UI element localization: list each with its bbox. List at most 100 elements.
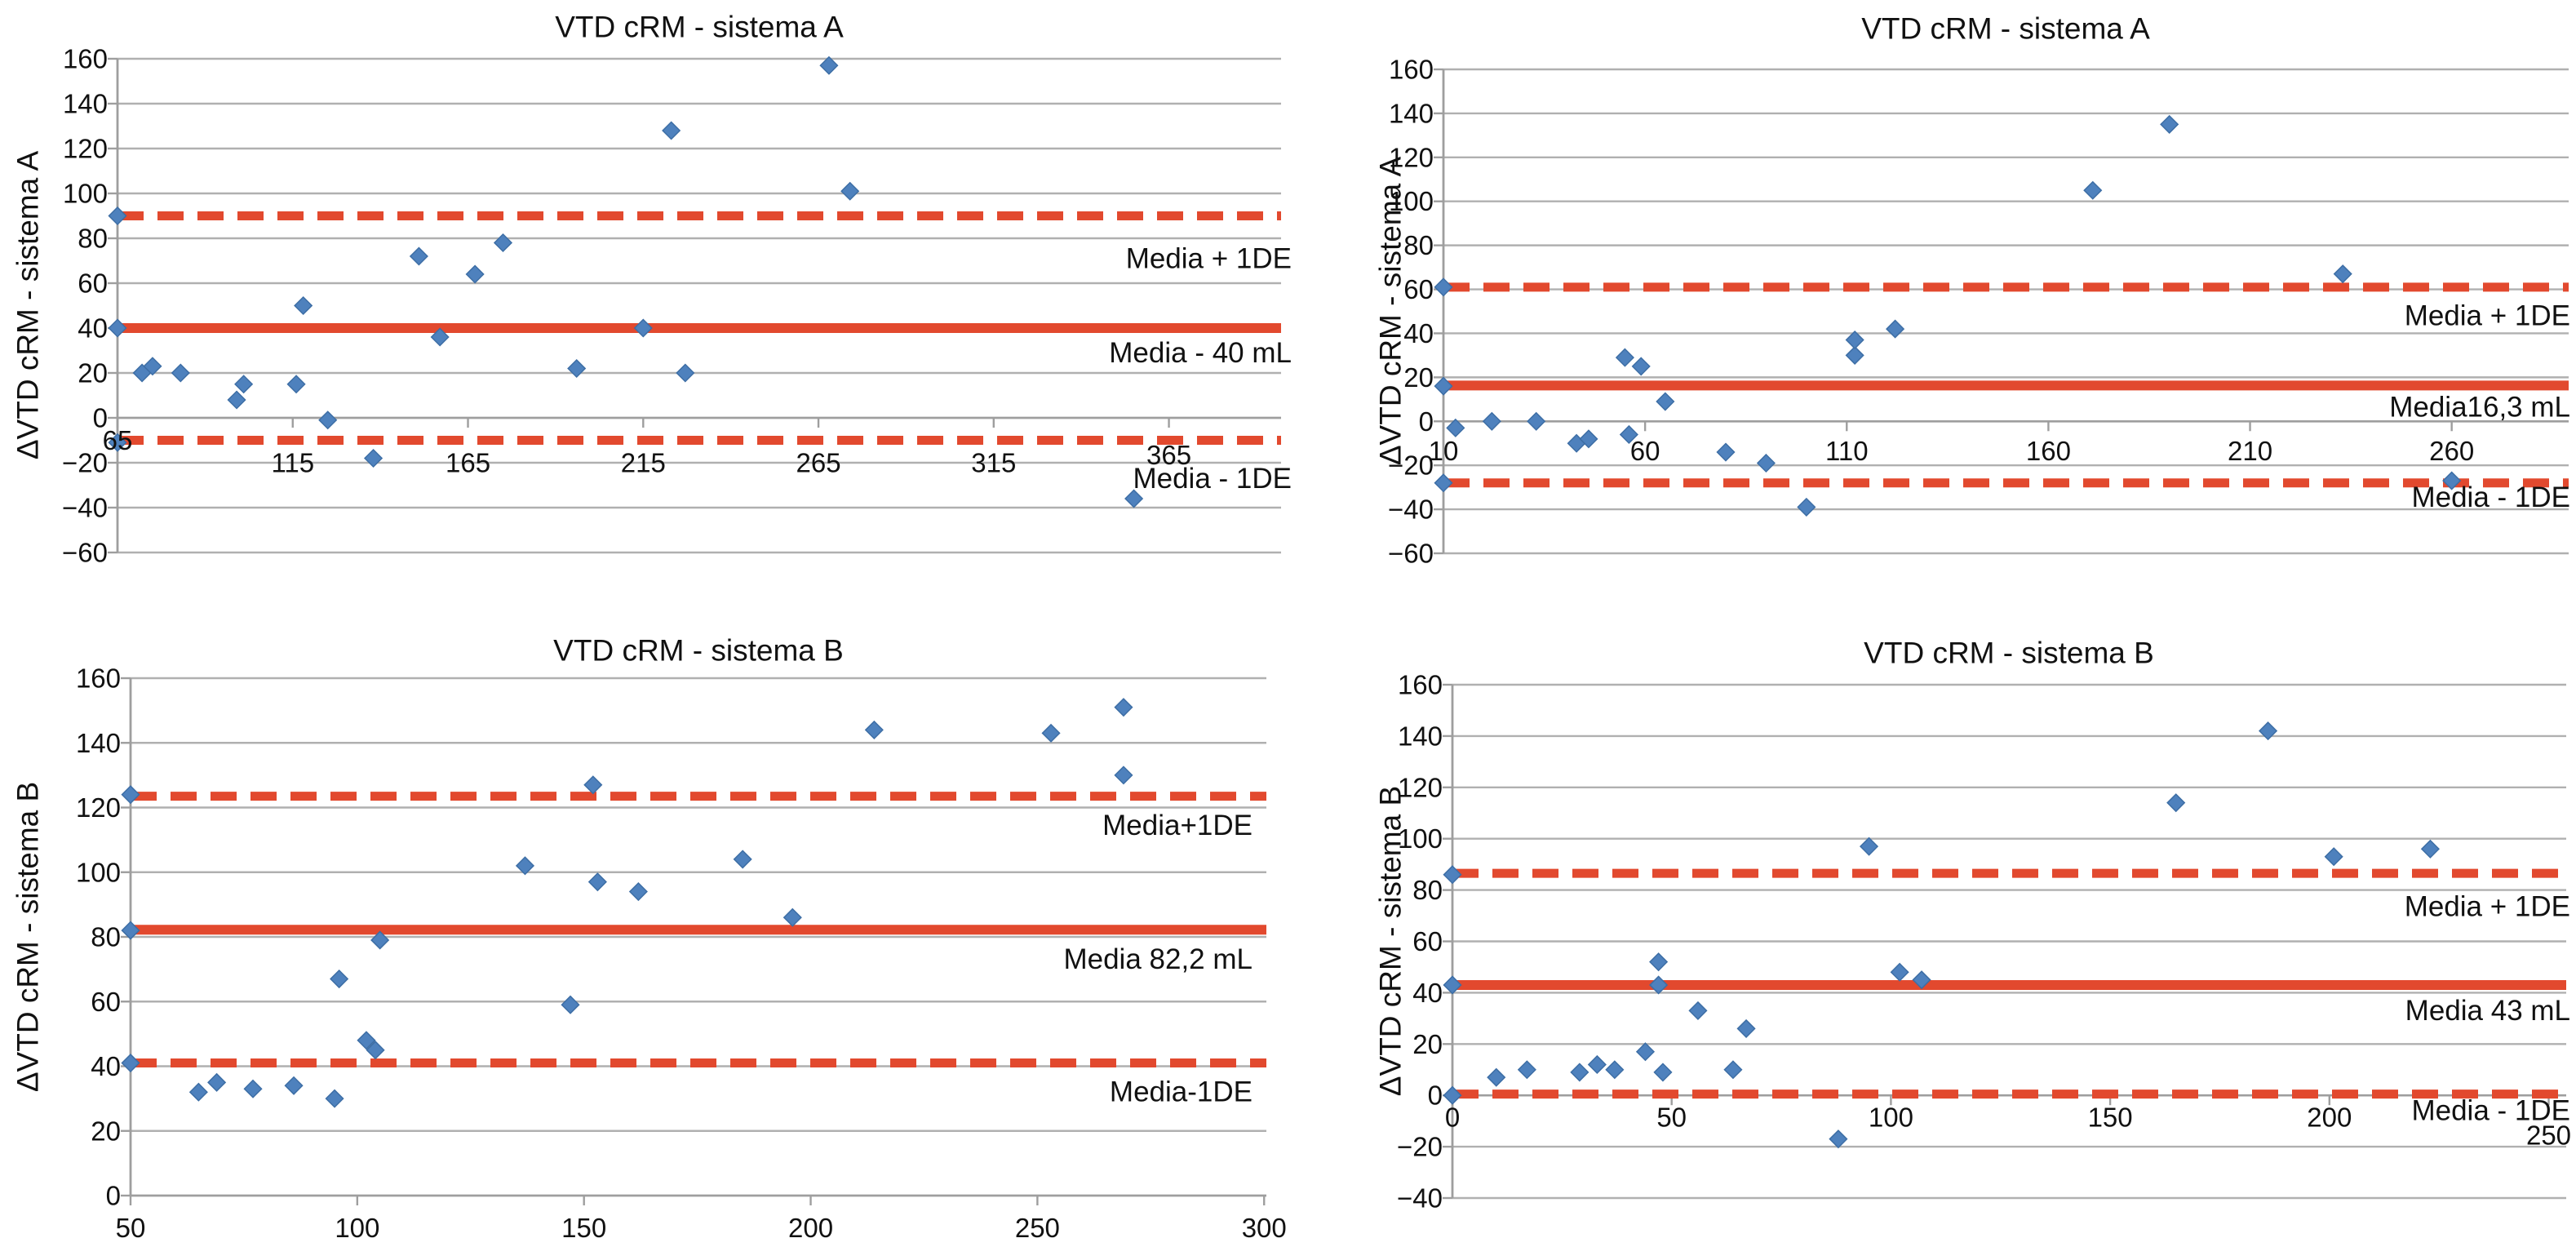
- y-tick-label: 60: [1412, 926, 1443, 956]
- y-tick-label: 140: [1398, 721, 1443, 751]
- data-point: [2166, 793, 2186, 813]
- y-tick-label: −40: [62, 493, 108, 523]
- y-tick-label: 60: [78, 268, 108, 299]
- data-point: [864, 720, 884, 739]
- y-tick-label: 140: [1389, 98, 1434, 128]
- y-tick-label: 40: [1403, 318, 1434, 348]
- y-tick-label: 160: [1398, 670, 1443, 700]
- y-tick-label: 80: [1412, 875, 1443, 905]
- data-point: [633, 318, 653, 338]
- chart-bottom-right: VTD cRM - sistema B ΔVTD cRM - sistema B −…: [1374, 637, 2572, 1214]
- data-point: [1124, 489, 1144, 508]
- x-tick-label: 50: [1656, 1102, 1687, 1132]
- x-tick-label: 300: [1242, 1213, 1287, 1243]
- data-point: [370, 930, 390, 950]
- x-tick-label: 115: [271, 448, 314, 478]
- data-point: [587, 872, 607, 892]
- y-tick-label: 20: [1412, 1029, 1443, 1059]
- data-point: [1756, 453, 1776, 473]
- data-point: [1615, 348, 1634, 367]
- data-point: [840, 181, 860, 201]
- chart-title: VTD cRM - sistema A: [555, 11, 844, 44]
- reference-line-label: Media + 1DE: [2405, 891, 2570, 923]
- y-tick-label: 120: [76, 792, 121, 823]
- data-point: [1487, 1067, 1506, 1087]
- data-point: [188, 1082, 208, 1102]
- y-tick-label: 20: [78, 358, 108, 388]
- y-tick-label: −40: [1388, 495, 1434, 525]
- x-tick-label: 215: [621, 448, 666, 478]
- chart-title: VTD cRM - sistema B: [1864, 637, 2154, 670]
- x-tick-label: 250: [1015, 1213, 1060, 1243]
- x-tick-label: 315: [971, 448, 1016, 478]
- data-point: [294, 295, 313, 316]
- data-point: [108, 318, 127, 338]
- x-tick-label: 65: [103, 425, 133, 455]
- data-point: [234, 375, 254, 394]
- data-point: [1845, 330, 1864, 350]
- y-tick-label: 100: [1398, 823, 1443, 854]
- data-point: [1631, 357, 1651, 376]
- y-tick-label: −20: [1397, 1132, 1443, 1162]
- y-tick-label: 40: [91, 1051, 121, 1081]
- x-tick-label: 165: [446, 448, 490, 478]
- data-point: [227, 390, 246, 410]
- data-point: [567, 358, 587, 379]
- reference-line-label: Media + 1DE: [2405, 300, 2570, 331]
- x-tick-label: 260: [2429, 436, 2474, 466]
- data-point: [1829, 1129, 1848, 1149]
- data-point: [1619, 424, 1638, 445]
- x-tick-label: 200: [2307, 1102, 2352, 1132]
- data-point: [2160, 114, 2179, 134]
- y-tick-label: 40: [78, 313, 108, 344]
- data-point: [1434, 473, 1453, 493]
- data-point: [1443, 975, 1462, 995]
- data-point: [2420, 839, 2440, 859]
- data-point: [1434, 376, 1453, 396]
- y-tick-label: 140: [76, 728, 121, 758]
- data-point: [2442, 471, 2462, 490]
- data-point: [143, 357, 162, 376]
- y-tick-label: 60: [91, 987, 121, 1017]
- data-point: [121, 785, 140, 805]
- y-tick-label: 20: [91, 1116, 121, 1146]
- data-point: [561, 995, 580, 1014]
- data-point: [819, 55, 839, 75]
- y-tick-label: 120: [63, 134, 108, 164]
- reference-line-label: Media + 1DE: [1126, 242, 1292, 274]
- data-point: [1605, 1060, 1625, 1080]
- data-point: [1587, 1054, 1607, 1075]
- data-point: [366, 1041, 385, 1060]
- data-point: [1653, 1063, 1673, 1082]
- data-point: [1114, 766, 1133, 785]
- x-tick-label: 210: [2228, 436, 2272, 466]
- data-point: [1635, 1042, 1656, 1062]
- data-point: [243, 1079, 263, 1098]
- data-point: [108, 206, 127, 226]
- y-tick-label: 80: [78, 224, 108, 254]
- data-point: [207, 1072, 227, 1092]
- x-tick-label: 10: [1429, 436, 1459, 466]
- data-point: [1517, 1060, 1536, 1080]
- data-point: [1041, 723, 1061, 743]
- data-point: [430, 327, 450, 347]
- x-tick-label: 365: [1146, 440, 1191, 470]
- y-tick-label: 140: [63, 89, 108, 119]
- y-tick-label: 0: [1428, 1081, 1443, 1111]
- data-point: [1890, 962, 1909, 982]
- y-tick-label: 100: [1389, 186, 1434, 216]
- data-point: [325, 1089, 344, 1108]
- data-point: [1570, 1063, 1589, 1082]
- y-tick-label: 80: [91, 922, 121, 952]
- data-point: [783, 908, 802, 927]
- data-point: [363, 448, 384, 468]
- data-point: [121, 1053, 140, 1073]
- data-point: [2324, 847, 2343, 867]
- y-axis-title: ΔVTD cRM - sistema B: [11, 782, 45, 1092]
- data-point: [2083, 180, 2103, 200]
- y-tick-label: 120: [1398, 772, 1443, 802]
